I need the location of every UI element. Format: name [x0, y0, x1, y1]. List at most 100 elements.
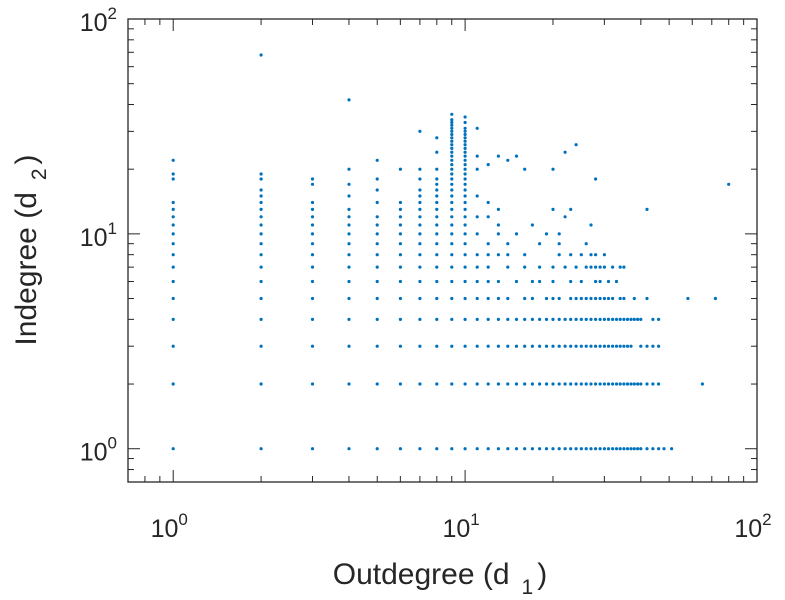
- data-point: [463, 188, 467, 192]
- data-point: [398, 317, 402, 321]
- data-point: [557, 253, 561, 257]
- data-point: [463, 163, 467, 167]
- data-point: [645, 382, 649, 386]
- data-point: [544, 344, 549, 348]
- data-point: [375, 344, 379, 348]
- data-point: [347, 167, 351, 171]
- data-point: [645, 447, 649, 451]
- data-point: [611, 296, 615, 301]
- data-point: [450, 223, 454, 227]
- data-point: [398, 279, 402, 284]
- data-point: [598, 344, 602, 348]
- data-point: [639, 344, 643, 348]
- data-point: [551, 447, 555, 451]
- data-point: [310, 344, 315, 348]
- data-point: [347, 265, 351, 269]
- data-point: [259, 382, 263, 386]
- data-point: [496, 232, 500, 236]
- data-point: [450, 143, 454, 147]
- data-point: [418, 317, 422, 321]
- data-point: [606, 317, 611, 321]
- data-point: [475, 279, 479, 284]
- data-point: [259, 317, 263, 321]
- data-point: [398, 382, 402, 386]
- data-point: [629, 447, 633, 451]
- data-point: [375, 242, 379, 246]
- data-point: [435, 382, 439, 386]
- data-point: [514, 317, 519, 321]
- data-point: [589, 265, 593, 269]
- data-point: [171, 296, 175, 301]
- data-point: [418, 167, 422, 171]
- data-point: [310, 382, 315, 386]
- data-point: [606, 344, 611, 348]
- data-point: [486, 344, 490, 348]
- data-point: [475, 382, 479, 386]
- data-point: [418, 215, 422, 219]
- data-point: [310, 232, 315, 236]
- data-point: [375, 447, 379, 451]
- data-point: [514, 154, 519, 158]
- plot-frame: [127, 18, 758, 483]
- data-point: [418, 279, 422, 284]
- data-point: [569, 279, 573, 284]
- data-point: [544, 317, 549, 321]
- data-point: [435, 182, 439, 186]
- data-point: [375, 188, 379, 192]
- data-point: [557, 382, 561, 386]
- data-point: [463, 150, 467, 154]
- data-point: [450, 150, 454, 154]
- data-point: [486, 382, 490, 386]
- data-point: [602, 253, 607, 257]
- data-point: [418, 296, 422, 301]
- data-point: [632, 296, 636, 301]
- data-point: [347, 382, 351, 386]
- data-point: [632, 382, 636, 386]
- data-point: [435, 177, 439, 181]
- data-point: [375, 158, 379, 162]
- data-point: [310, 207, 315, 211]
- data-point: [598, 447, 602, 451]
- data-point: [594, 317, 598, 321]
- data-point: [563, 344, 567, 348]
- x-tick-label: 102: [734, 510, 771, 543]
- data-point: [496, 317, 500, 321]
- data-point: [171, 215, 175, 219]
- data-point: [514, 344, 519, 348]
- data-point: [639, 317, 643, 321]
- data-point: [418, 200, 422, 205]
- y-tick-labels: 100 101 102: [80, 4, 117, 467]
- data-point: [463, 120, 467, 125]
- data-point: [310, 242, 315, 246]
- data-point: [450, 317, 454, 321]
- data-point: [523, 296, 527, 301]
- data-point: [450, 207, 454, 211]
- data-point: [463, 126, 467, 130]
- data-point: [551, 279, 555, 284]
- y-axis-label: Indegree (d2): [10, 154, 51, 345]
- data-point: [594, 265, 598, 269]
- data-point: [551, 317, 555, 321]
- data-point: [657, 344, 661, 348]
- data-point: [589, 447, 593, 451]
- data-point: [171, 207, 175, 211]
- data-point: [435, 265, 439, 269]
- data-point: [347, 223, 351, 227]
- data-point: [589, 296, 593, 301]
- data-point: [259, 194, 263, 198]
- data-point: [625, 447, 630, 451]
- data-point: [618, 382, 622, 386]
- data-point: [463, 172, 467, 176]
- data-point: [450, 447, 454, 451]
- data-point: [375, 253, 379, 257]
- data-point: [645, 296, 649, 301]
- data-point: [171, 279, 175, 284]
- data-point: [347, 242, 351, 246]
- data-point: [450, 136, 454, 140]
- data-point: [463, 279, 467, 284]
- data-point: [569, 317, 573, 321]
- data-point: [450, 129, 454, 133]
- data-point: [569, 296, 573, 301]
- data-point: [450, 215, 454, 219]
